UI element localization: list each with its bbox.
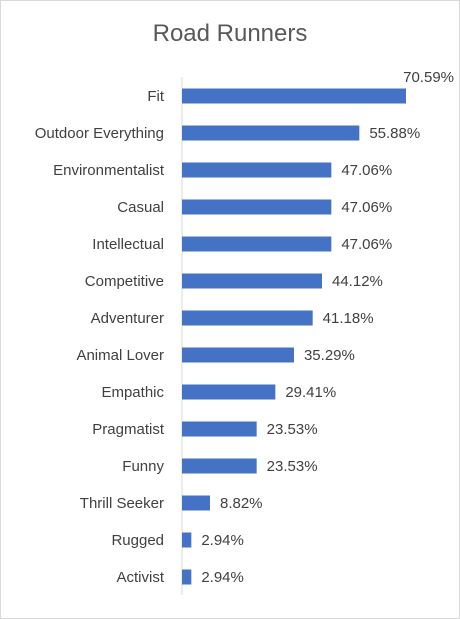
bar bbox=[182, 88, 406, 104]
bar bbox=[182, 310, 313, 326]
data-label: 47.06% bbox=[341, 236, 392, 253]
data-label: 47.06% bbox=[341, 162, 392, 179]
category-label: Pragmatist bbox=[92, 421, 165, 438]
data-label: 8.82% bbox=[220, 495, 263, 512]
data-label: 35.29% bbox=[304, 347, 355, 364]
bar bbox=[182, 458, 257, 474]
category-label: Empathic bbox=[101, 384, 164, 401]
data-label: 55.88% bbox=[369, 125, 420, 142]
category-label: Adventurer bbox=[91, 310, 164, 327]
bar bbox=[182, 495, 210, 511]
category-label: Competitive bbox=[85, 273, 164, 290]
category-label: Outdoor Everything bbox=[35, 125, 164, 142]
category-label: Casual bbox=[117, 199, 164, 216]
category-label: Environmentalist bbox=[53, 162, 165, 179]
category-label: Rugged bbox=[111, 532, 164, 549]
data-label: 2.94% bbox=[201, 532, 244, 549]
data-label: 23.53% bbox=[267, 458, 318, 475]
chart-title: Road Runners bbox=[152, 20, 308, 47]
data-label: 47.06% bbox=[341, 199, 392, 216]
bar bbox=[182, 125, 360, 141]
category-label: Activist bbox=[116, 569, 164, 586]
category-label: Animal Lover bbox=[76, 347, 164, 364]
bar bbox=[182, 162, 332, 178]
bar bbox=[182, 569, 192, 585]
bar bbox=[182, 421, 257, 437]
bar bbox=[182, 236, 332, 252]
bar bbox=[182, 347, 294, 363]
category-label: Funny bbox=[122, 458, 164, 475]
bar bbox=[182, 199, 332, 215]
category-label: Fit bbox=[147, 88, 164, 105]
data-label: 2.94% bbox=[201, 569, 244, 586]
category-label: Intellectual bbox=[92, 236, 164, 253]
data-label: 29.41% bbox=[285, 384, 336, 401]
data-label: 44.12% bbox=[332, 273, 383, 290]
data-label: 70.59% bbox=[403, 69, 454, 86]
data-label: 41.18% bbox=[323, 310, 374, 327]
bar bbox=[182, 273, 323, 289]
data-label: 23.53% bbox=[267, 421, 318, 438]
category-label: Thrill Seeker bbox=[80, 495, 164, 512]
bar bbox=[182, 384, 276, 400]
bar bbox=[182, 532, 192, 548]
